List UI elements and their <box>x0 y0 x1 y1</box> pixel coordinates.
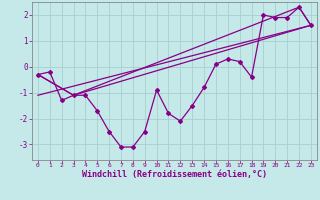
X-axis label: Windchill (Refroidissement éolien,°C): Windchill (Refroidissement éolien,°C) <box>82 170 267 179</box>
